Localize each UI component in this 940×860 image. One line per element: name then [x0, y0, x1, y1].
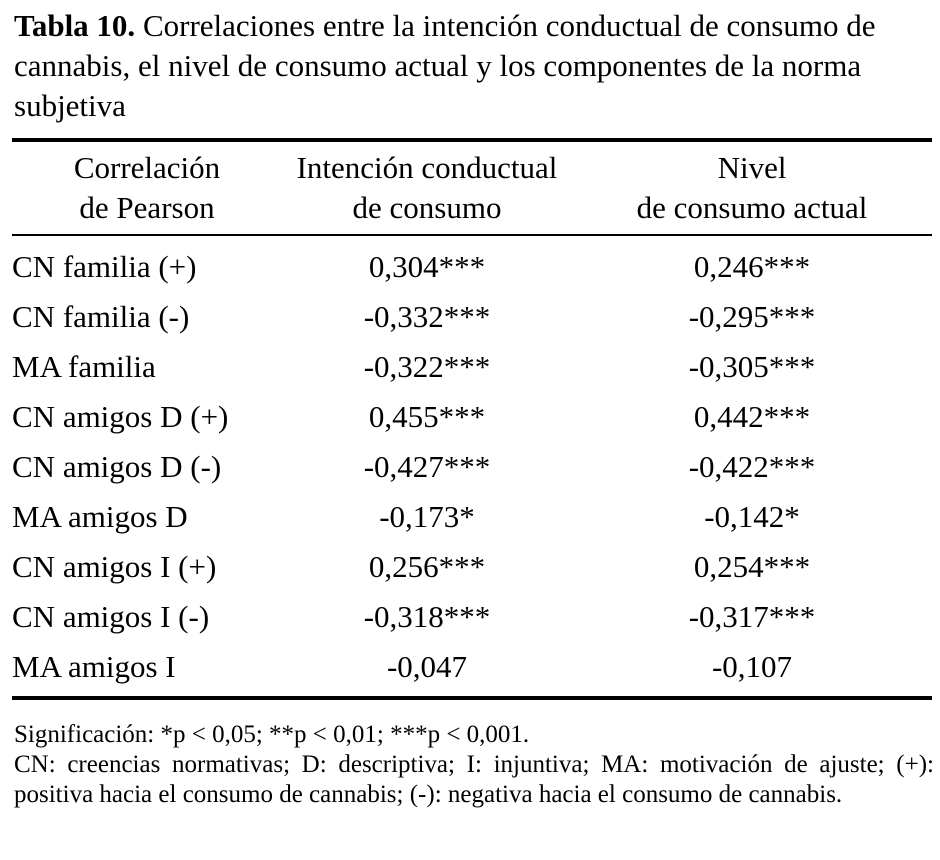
table-row: CN amigos D (-) -0,427*** -0,422***: [12, 442, 932, 492]
row-label: MA familia: [12, 349, 156, 384]
header-level: Nivel de consumo actual: [572, 142, 932, 235]
table-row: MA amigos I -0,047 -0,107: [12, 642, 932, 692]
row-label: CN familia (+): [12, 249, 197, 284]
row-intention-value: -0,322***: [363, 349, 491, 384]
row-intention-value: 0,455***: [368, 399, 486, 434]
row-label: CN familia (-): [12, 299, 190, 334]
table-header: Correlación de Pearson Intención conduct…: [12, 142, 932, 238]
table-top-rule: [12, 138, 932, 142]
row-intention-value: -0,047: [386, 649, 468, 684]
header-level-line2: de consumo actual: [636, 190, 868, 225]
header-intention-line1: Intención conductual: [296, 150, 558, 185]
row-intention-value: -0,332***: [363, 299, 491, 334]
header-correlation-line1: Correlación: [73, 150, 221, 185]
abbreviations-note: CN: creencias normativas; D: descriptiva…: [14, 751, 934, 808]
table-title-text: Correlaciones entre la intención conduct…: [14, 8, 876, 123]
table-row: CN familia (-) -0,332*** -0,295***: [12, 292, 932, 342]
row-label: CN amigos D (-): [12, 449, 222, 484]
table-row: MA familia -0,322*** -0,305***: [12, 342, 932, 392]
row-level-value: -0,305***: [688, 349, 816, 384]
header-correlation: Correlación de Pearson: [12, 142, 282, 235]
row-intention-value: -0,427***: [363, 449, 491, 484]
row-intention-value: -0,173*: [379, 499, 475, 534]
table-row: CN amigos D (+) 0,455*** 0,442***: [12, 392, 932, 442]
table-row: CN familia (+) 0,304*** 0,246***: [12, 238, 932, 292]
row-label: CN amigos I (-): [12, 599, 210, 634]
table-notes: Significación: *p < 0,05; **p < 0,01; **…: [12, 720, 934, 810]
table-bottom-rule: [12, 696, 932, 700]
table-row: CN amigos I (+) 0,256*** 0,254***: [12, 542, 932, 592]
row-label: CN amigos I (+): [12, 549, 217, 584]
table-row: MA amigos D -0,173* -0,142*: [12, 492, 932, 542]
row-level-value: -0,142*: [704, 499, 800, 534]
table-body: CN familia (+) 0,304*** 0,246*** CN fami…: [12, 238, 932, 692]
row-label: CN amigos D (+): [12, 399, 229, 434]
row-level-value: 0,254***: [693, 549, 811, 584]
row-intention-value: 0,304***: [368, 249, 486, 284]
correlation-table: Correlación de Pearson Intención conduct…: [12, 142, 932, 692]
header-intention-line2: de consumo: [352, 190, 502, 225]
row-intention-value: 0,256***: [368, 549, 486, 584]
table-caption: Tabla 10. Correlaciones entre la intenci…: [12, 6, 934, 128]
significance-note: Significación: *p < 0,05; **p < 0,01; **…: [14, 721, 530, 748]
row-level-value: -0,317***: [688, 599, 816, 634]
row-label: MA amigos D: [12, 499, 188, 534]
row-level-value: 0,246***: [693, 249, 811, 284]
header-separator-rule: [12, 234, 932, 238]
row-level-value: -0,422***: [688, 449, 816, 484]
table-row: CN amigos I (-) -0,318*** -0,317***: [12, 592, 932, 642]
table-number: Tabla 10.: [14, 8, 136, 43]
row-level-value: -0,107: [711, 649, 793, 684]
row-level-value: -0,295***: [688, 299, 816, 334]
header-level-line1: Nivel: [717, 150, 787, 185]
header-intention: Intención conductual de consumo: [282, 142, 572, 235]
row-intention-value: -0,318***: [363, 599, 491, 634]
row-label: MA amigos I: [12, 649, 176, 684]
header-correlation-line2: de Pearson: [79, 190, 215, 225]
row-level-value: 0,442***: [693, 399, 811, 434]
